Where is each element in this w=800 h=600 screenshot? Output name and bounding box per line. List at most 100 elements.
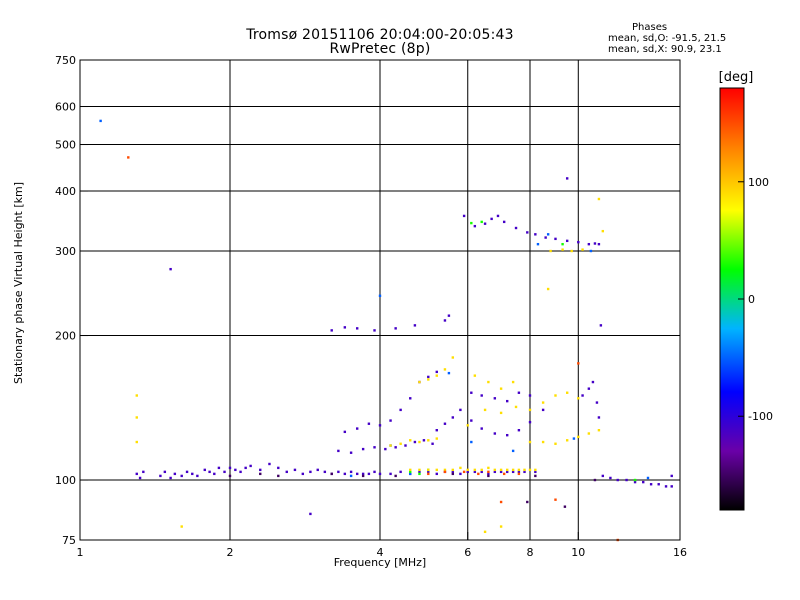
data-point bbox=[203, 468, 206, 472]
data-point bbox=[427, 375, 430, 379]
data-point bbox=[528, 408, 532, 412]
data-point bbox=[459, 472, 462, 476]
x-tick-label: 1 bbox=[77, 546, 84, 559]
data-point bbox=[367, 472, 371, 476]
data-point bbox=[470, 440, 473, 444]
data-point bbox=[309, 470, 312, 474]
data-point bbox=[451, 470, 455, 474]
data-point bbox=[185, 470, 189, 474]
data-point bbox=[642, 480, 645, 484]
data-point bbox=[418, 472, 421, 476]
data-point bbox=[493, 397, 497, 400]
data-point bbox=[361, 474, 365, 478]
data-point bbox=[609, 476, 612, 480]
data-point bbox=[389, 444, 392, 447]
data-point bbox=[394, 327, 397, 330]
data-point bbox=[587, 387, 591, 390]
data-point bbox=[435, 374, 438, 377]
data-point bbox=[337, 449, 340, 453]
chart-title: Tromsø 20151106 20:04:00-20:05:43 bbox=[246, 27, 514, 43]
data-point bbox=[355, 327, 359, 330]
data-point bbox=[259, 472, 262, 476]
data-point bbox=[554, 498, 557, 501]
data-point bbox=[499, 387, 503, 390]
data-point bbox=[462, 470, 466, 474]
data-point bbox=[477, 472, 480, 476]
data-point bbox=[534, 468, 537, 472]
data-point bbox=[473, 468, 477, 472]
data-point bbox=[413, 440, 417, 444]
data-point bbox=[536, 242, 540, 246]
data-point bbox=[487, 470, 490, 474]
data-point bbox=[546, 287, 550, 291]
data-point bbox=[577, 397, 580, 400]
data-point bbox=[443, 422, 447, 425]
data-point bbox=[180, 525, 183, 528]
data-point bbox=[581, 248, 584, 251]
chart-subtitle: RwPretec (8p) bbox=[329, 41, 431, 57]
x-tick-label: 4 bbox=[377, 546, 384, 559]
data-point bbox=[409, 439, 412, 442]
data-point bbox=[570, 249, 573, 253]
data-point bbox=[135, 440, 138, 444]
data-point bbox=[517, 391, 521, 394]
data-point bbox=[499, 468, 503, 472]
data-point bbox=[384, 447, 387, 451]
data-point bbox=[601, 474, 605, 478]
data-point bbox=[435, 429, 438, 432]
data-point bbox=[597, 197, 601, 201]
data-point bbox=[228, 466, 232, 470]
data-point bbox=[528, 440, 532, 444]
data-point bbox=[355, 472, 359, 476]
data-point bbox=[480, 468, 483, 472]
data-point bbox=[466, 468, 469, 472]
data-point bbox=[409, 472, 412, 476]
data-point bbox=[517, 468, 521, 472]
data-point bbox=[483, 408, 487, 412]
data-point bbox=[589, 249, 593, 253]
colorbar-unit-label: [deg] bbox=[718, 70, 754, 85]
data-point bbox=[528, 468, 532, 472]
data-point bbox=[577, 362, 580, 365]
data-point bbox=[565, 177, 569, 180]
data-point bbox=[435, 370, 438, 374]
data-point bbox=[249, 464, 252, 468]
data-point bbox=[301, 472, 305, 476]
data-point bbox=[480, 220, 483, 224]
data-point bbox=[349, 451, 353, 454]
data-point bbox=[399, 470, 402, 474]
data-point bbox=[487, 474, 490, 478]
data-point bbox=[191, 472, 194, 476]
y-tick-label: 600 bbox=[55, 101, 76, 114]
data-point bbox=[451, 416, 455, 419]
data-point bbox=[517, 470, 521, 474]
data-point bbox=[234, 468, 237, 472]
data-point bbox=[554, 394, 557, 397]
data-point bbox=[466, 470, 469, 474]
data-point bbox=[343, 472, 347, 476]
data-points bbox=[99, 119, 673, 542]
data-point bbox=[505, 433, 509, 437]
data-point bbox=[473, 224, 477, 228]
data-point bbox=[470, 419, 473, 422]
data-point bbox=[633, 480, 637, 484]
data-point bbox=[373, 470, 376, 474]
x-tick-label: 2 bbox=[227, 546, 234, 559]
y-tick-label: 500 bbox=[55, 139, 76, 152]
data-point bbox=[277, 466, 280, 470]
data-point bbox=[142, 470, 145, 474]
data-point bbox=[361, 447, 365, 451]
data-point bbox=[511, 470, 515, 474]
data-point bbox=[309, 512, 312, 516]
data-point bbox=[239, 470, 242, 474]
data-point bbox=[554, 442, 557, 445]
data-point bbox=[431, 442, 434, 445]
data-point bbox=[244, 466, 247, 470]
data-point bbox=[418, 468, 421, 472]
data-point bbox=[373, 446, 376, 449]
data-point bbox=[277, 474, 280, 478]
data-point bbox=[505, 470, 509, 474]
data-point bbox=[505, 399, 509, 403]
data-point bbox=[422, 439, 426, 442]
data-point bbox=[343, 326, 347, 329]
